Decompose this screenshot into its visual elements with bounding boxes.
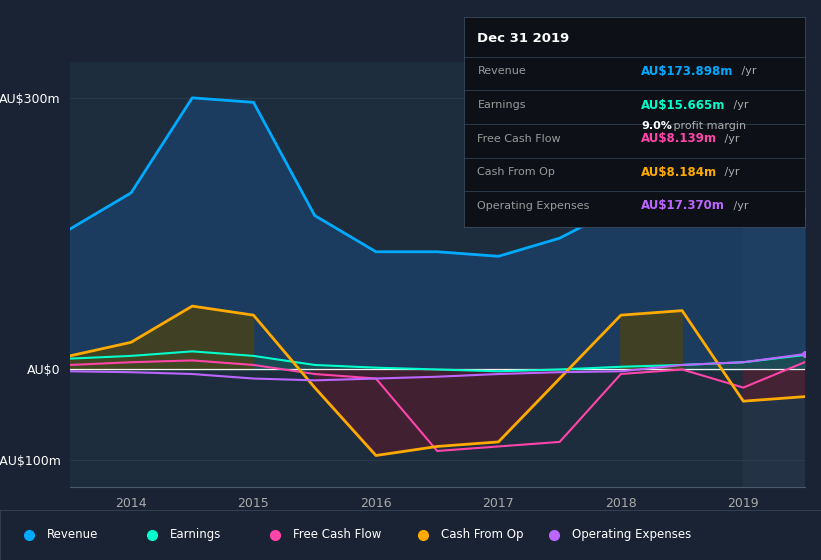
Text: Cash From Op: Cash From Op xyxy=(441,528,523,542)
Text: AU$173.898m: AU$173.898m xyxy=(641,65,733,78)
Text: AU$17.370m: AU$17.370m xyxy=(641,199,725,212)
Text: AU$8.184m: AU$8.184m xyxy=(641,166,718,179)
Text: Free Cash Flow: Free Cash Flow xyxy=(478,134,561,143)
Text: Cash From Op: Cash From Op xyxy=(478,167,555,177)
Bar xyxy=(743,62,805,487)
Text: AU$15.665m: AU$15.665m xyxy=(641,99,726,111)
Text: profit margin: profit margin xyxy=(670,121,746,131)
Text: Earnings: Earnings xyxy=(170,528,222,542)
Text: AU$8.139m: AU$8.139m xyxy=(641,132,717,145)
Text: /yr: /yr xyxy=(721,134,739,143)
Text: /yr: /yr xyxy=(738,67,757,76)
Text: Revenue: Revenue xyxy=(47,528,99,542)
Text: 9.0%: 9.0% xyxy=(641,121,672,131)
Text: Operating Expenses: Operating Expenses xyxy=(572,528,691,542)
Text: Free Cash Flow: Free Cash Flow xyxy=(293,528,382,542)
Text: Operating Expenses: Operating Expenses xyxy=(478,201,589,211)
Text: /yr: /yr xyxy=(730,100,748,110)
Text: /yr: /yr xyxy=(721,167,739,177)
Text: Revenue: Revenue xyxy=(478,67,526,76)
Text: Earnings: Earnings xyxy=(478,100,526,110)
Text: Dec 31 2019: Dec 31 2019 xyxy=(478,31,570,44)
Text: /yr: /yr xyxy=(730,201,748,211)
